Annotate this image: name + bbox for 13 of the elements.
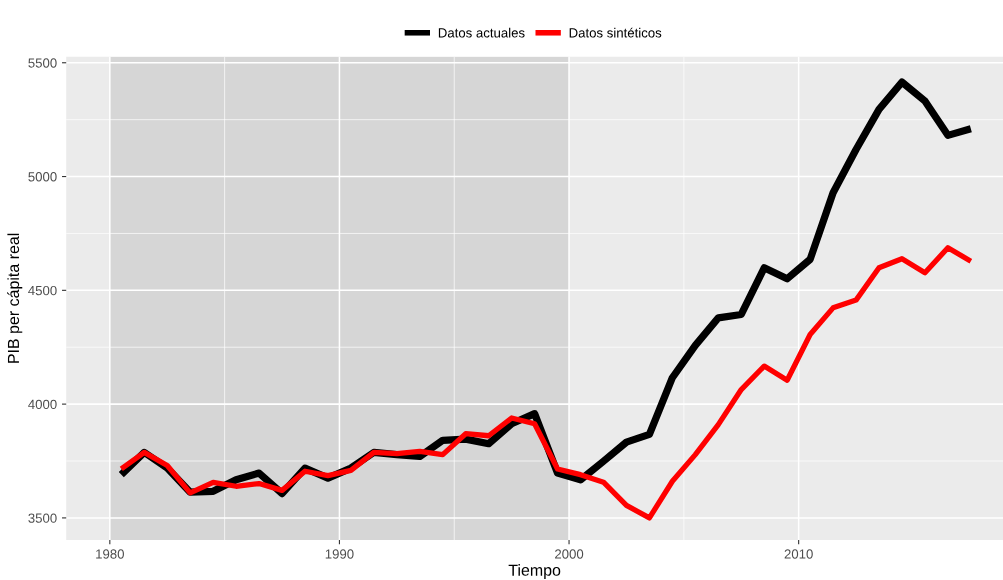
x-tick-label: 2000 (555, 549, 584, 559)
y-tick-label: 4500 (28, 285, 57, 296)
x-tick-label: 2010 (784, 549, 813, 559)
x-tick-label: 1980 (96, 549, 124, 559)
x-axis-title: Tiempo (508, 564, 561, 579)
y-tick-label: 4000 (28, 399, 57, 410)
legend-label: Datos actuales (438, 27, 525, 38)
y-tick-label: 5000 (28, 172, 57, 182)
x-tick-label: 1990 (325, 549, 354, 559)
y-axis-title: PIB per cápita real (7, 233, 23, 363)
y-tick-label: 5500 (28, 58, 57, 68)
legend-label: Datos sintéticos (569, 27, 662, 38)
y-tick-label: 3500 (28, 513, 57, 523)
